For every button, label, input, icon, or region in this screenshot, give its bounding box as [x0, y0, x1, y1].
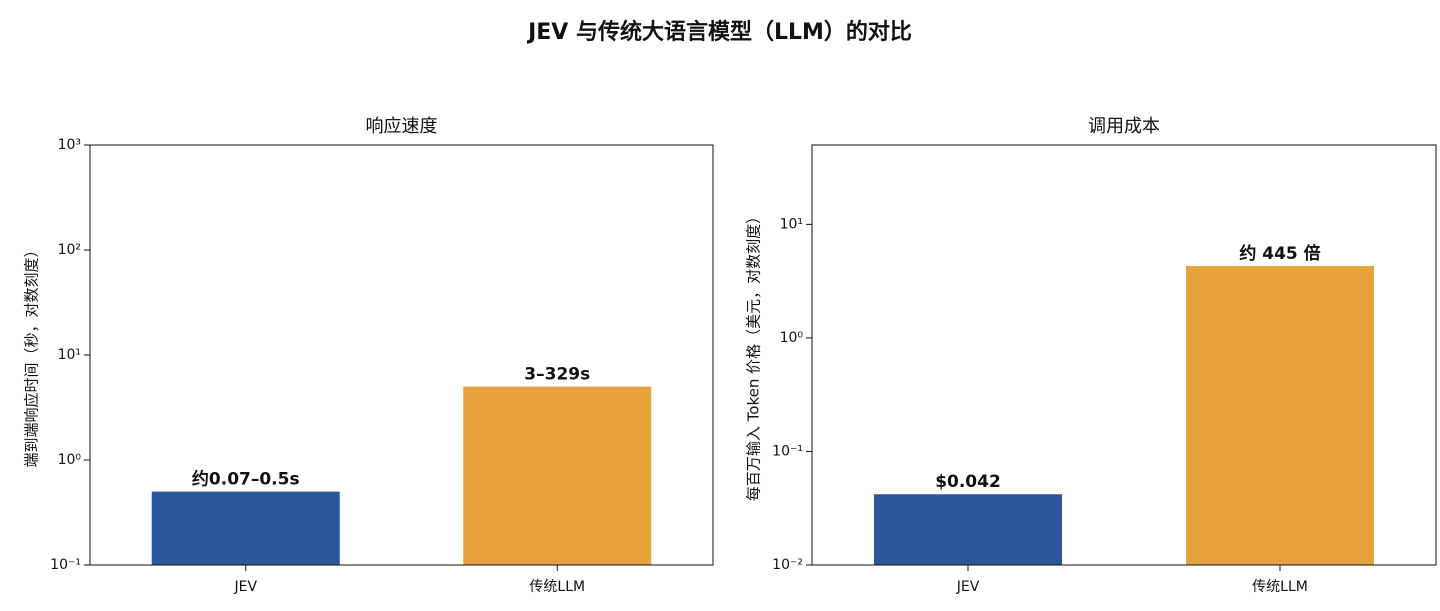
y-tick-label: 10¹: [780, 216, 803, 232]
y-tick-label: 10⁻¹: [50, 557, 81, 573]
bar-annotation: $0.042: [935, 472, 1001, 492]
x-tick-label: JEV: [956, 579, 980, 595]
plot-frame: [811, 144, 1437, 566]
figure-title: JEV 与传统大语言模型（LLM）的对比: [526, 19, 912, 45]
bar: [874, 494, 1062, 565]
bar-annotation: 3–329s: [524, 365, 590, 385]
bar-annotation: 约 445 倍: [1239, 243, 1320, 264]
chart-title: 调用成本: [1088, 116, 1160, 137]
y-tick-label: 10⁰: [58, 452, 82, 468]
y-tick-label: 10⁻¹: [772, 443, 803, 459]
y-tick-label: 10⁰: [780, 330, 804, 346]
y-tick-label: 10¹: [58, 347, 81, 363]
x-tick-label: 传统LLM: [529, 579, 585, 595]
y-tick-label: 10³: [58, 137, 81, 153]
y-axis-label: 端到端响应时间（秒，对数刻度）: [23, 242, 41, 467]
y-tick-label: 10⁻²: [772, 557, 803, 573]
bar: [151, 491, 340, 565]
bar: [463, 386, 652, 565]
bar-annotation: 约0.07–0.5s: [192, 469, 300, 490]
plot-frame: [89, 144, 714, 566]
chart-title: 响应速度: [366, 116, 438, 137]
bar: [1186, 265, 1374, 565]
y-axis-label: 每百万输入 Token 价格（美元，对数刻度）: [745, 209, 763, 501]
x-tick-label: 传统LLM: [1252, 579, 1308, 595]
y-tick-label: 10²: [58, 242, 81, 258]
x-tick-label: JEV: [233, 579, 257, 595]
